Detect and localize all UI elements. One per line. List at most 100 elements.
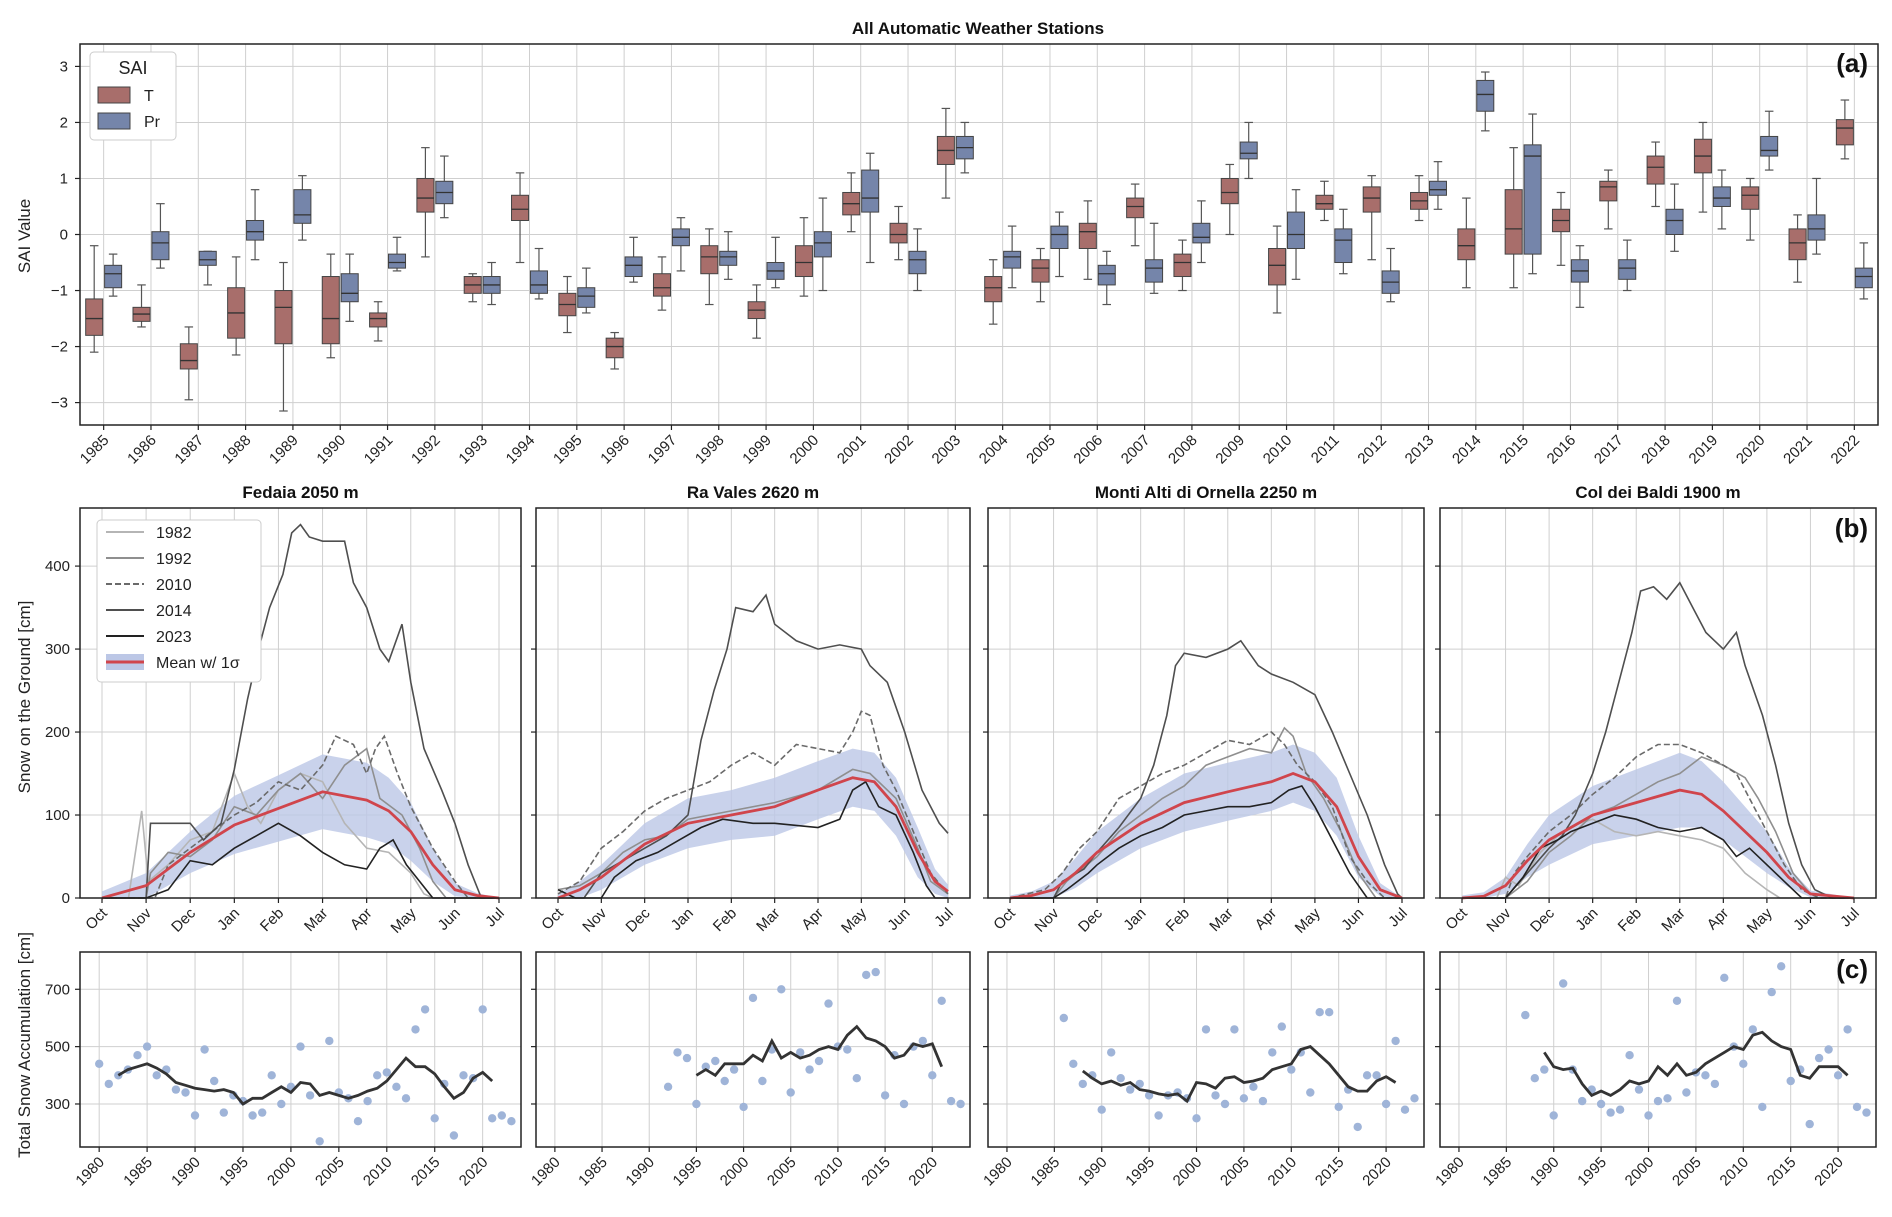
box-iqr — [1835, 119, 1854, 146]
box-t-2022 — [1835, 99, 1854, 160]
box-t-2014 — [1457, 197, 1476, 289]
box-pr-2005 — [1050, 211, 1069, 278]
box-t-1989 — [274, 261, 293, 412]
box-iqr — [151, 231, 170, 261]
scatter-point — [133, 1051, 142, 1060]
box-t-2020 — [1741, 177, 1760, 241]
box-t-2000 — [794, 217, 813, 297]
panel-b-letter: (b) — [1835, 513, 1868, 543]
scatter-point — [305, 1091, 315, 1100]
box-pr-2017 — [1618, 239, 1637, 292]
box-iqr — [1807, 214, 1826, 241]
scatter-point — [1154, 1111, 1163, 1120]
station-title: Col dei Baldi 1900 m — [1575, 483, 1740, 502]
scatter-point — [1400, 1105, 1410, 1114]
legend-label-pr: Pr — [144, 114, 161, 131]
scatter-point — [1805, 1119, 1814, 1129]
box-iqr — [1665, 208, 1684, 235]
scatter-point — [758, 1076, 767, 1086]
box-pr-1989 — [293, 175, 312, 241]
station-frame — [987, 951, 1425, 1148]
scatter-point — [871, 967, 880, 977]
box-pr-2020 — [1760, 110, 1779, 171]
scatter-point — [796, 1048, 805, 1057]
scatter-point — [1530, 1074, 1540, 1083]
scatter-point — [1381, 1099, 1391, 1109]
box-iqr — [984, 276, 1003, 303]
scatter-point — [1767, 987, 1776, 997]
y-tick-label: 3 — [60, 58, 68, 75]
scatter-point — [497, 1111, 506, 1120]
y-tick-label: 2 — [60, 114, 68, 131]
box-pr-2013 — [1428, 161, 1447, 210]
box-iqr — [85, 298, 104, 336]
box-t-2004 — [984, 259, 1003, 325]
box-pr-1998 — [719, 231, 738, 280]
legend-label-mean: Mean w/ 1σ — [156, 655, 240, 672]
box-t-1999 — [747, 284, 766, 339]
box-iqr — [605, 337, 624, 359]
scatter-point — [1758, 1102, 1767, 1112]
panel-c-ylabel: Total Snow Accumulation [cm] — [15, 932, 34, 1158]
box-t-2021 — [1788, 214, 1807, 283]
box-iqr — [719, 250, 738, 266]
box-iqr — [1315, 194, 1334, 210]
scatter-point — [1672, 996, 1682, 1005]
scatter-point — [1277, 1022, 1287, 1031]
legend-label-2010: 2010 — [156, 577, 192, 594]
scatter-point — [1549, 1111, 1558, 1120]
station-frame — [79, 951, 522, 1148]
box-pr-1992 — [435, 155, 454, 219]
scatter-point — [190, 1111, 200, 1120]
scatter-point — [1410, 1094, 1419, 1103]
box-t-2001 — [842, 172, 861, 233]
box-t-2019 — [1693, 121, 1712, 213]
y-tick-label: 500 — [45, 1039, 70, 1056]
y-tick-label: 0 — [60, 227, 68, 244]
box-iqr — [1362, 186, 1381, 213]
box-iqr — [794, 245, 813, 278]
scatter-point — [720, 1076, 729, 1086]
scatter-point — [104, 1079, 114, 1089]
scatter-point — [1192, 1114, 1201, 1123]
series-line-2010 — [102, 734, 499, 899]
scatter-point — [1710, 1079, 1720, 1089]
box-iqr — [1126, 197, 1145, 219]
box-iqr — [1741, 186, 1760, 210]
scatter-point — [1682, 1088, 1691, 1097]
scatter-point — [95, 1059, 104, 1069]
box-t-2010 — [1268, 225, 1287, 314]
scatter-point — [1239, 1094, 1249, 1103]
box-pr-2015 — [1523, 113, 1542, 275]
box-t-2005 — [1031, 247, 1050, 303]
station-title: Ra Vales 2620 m — [687, 483, 819, 502]
box-iqr — [1428, 180, 1447, 196]
box-iqr — [577, 287, 596, 308]
scatter-point — [1653, 1096, 1663, 1106]
y-tick-label: 300 — [45, 641, 70, 658]
box-pr-2006 — [1097, 250, 1116, 306]
scatter-point — [1201, 1025, 1211, 1034]
scatter-point — [663, 1082, 673, 1092]
box-pr-1997 — [671, 217, 690, 272]
box-t-2018 — [1646, 141, 1665, 208]
box-iqr — [1050, 225, 1069, 250]
y-tick-label: 1 — [60, 170, 68, 187]
box-t-2006 — [1078, 200, 1097, 280]
box-iqr — [1173, 253, 1192, 278]
box-t-1998 — [700, 228, 719, 306]
box-pr-1991 — [387, 236, 407, 272]
series-line-mean — [1461, 788, 1855, 900]
box-pr-1988 — [246, 189, 265, 261]
y-tick-label: 100 — [45, 807, 70, 824]
box-iqr — [1457, 228, 1476, 261]
box-iqr — [889, 222, 908, 244]
station-frame — [535, 951, 971, 1148]
scatter-point — [1606, 1108, 1615, 1117]
box-pr-2003 — [955, 121, 974, 174]
box-pr-2009 — [1239, 121, 1258, 180]
scatter-point — [181, 1088, 190, 1097]
legend-title: SAI — [118, 58, 147, 78]
station-title: Monti Alti di Ornella 2250 m — [1095, 483, 1317, 502]
scatter-point — [382, 1068, 391, 1077]
